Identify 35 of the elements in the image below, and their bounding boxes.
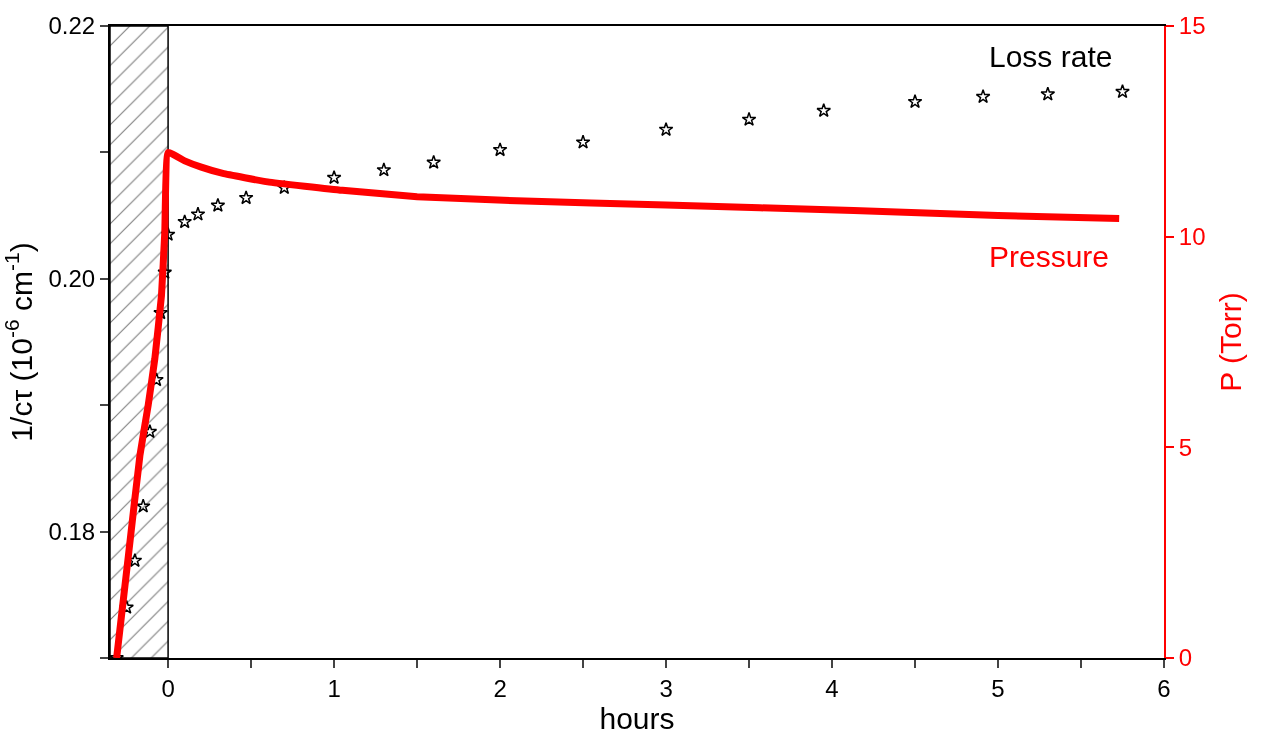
x-tick-label: 0 bbox=[161, 674, 175, 702]
point bbox=[135, 498, 151, 513]
x-tick-label: 1 bbox=[327, 674, 341, 702]
point bbox=[376, 162, 392, 177]
text: 0.20 bbox=[48, 265, 96, 293]
point bbox=[177, 214, 193, 229]
point bbox=[1115, 83, 1130, 99]
series-label: Pressure bbox=[989, 240, 1110, 273]
point bbox=[741, 111, 757, 126]
point bbox=[658, 121, 674, 137]
point bbox=[210, 197, 226, 212]
x-axis-title: hours bbox=[599, 701, 675, 735]
point bbox=[907, 94, 923, 109]
point bbox=[492, 142, 508, 157]
y2-tick-label: 5 bbox=[1178, 433, 1193, 461]
x-tick-label: 6 bbox=[1157, 674, 1171, 702]
x-tick-label: 5 bbox=[991, 674, 1005, 702]
y2-tick-label: 0 bbox=[1178, 644, 1193, 672]
point bbox=[975, 89, 991, 104]
point bbox=[426, 154, 442, 169]
point bbox=[190, 206, 206, 221]
y-tick-label: 0.22 bbox=[48, 12, 96, 40]
y2-tick-label: 10 bbox=[1178, 223, 1206, 251]
point bbox=[326, 169, 342, 185]
y-tick-label: 0.18 bbox=[48, 518, 96, 545]
point bbox=[1040, 86, 1056, 101]
point bbox=[816, 102, 832, 118]
point bbox=[238, 190, 254, 205]
x-tick-label: 4 bbox=[825, 674, 839, 702]
point bbox=[575, 134, 591, 149]
x-tick-label: 2 bbox=[493, 674, 507, 702]
x-tick-label: 3 bbox=[659, 674, 673, 702]
y2-axis-title: P (Torr) bbox=[1213, 292, 1247, 392]
series-label: Loss rate bbox=[989, 40, 1113, 73]
y2-tick-label: 15 bbox=[1178, 12, 1206, 40]
